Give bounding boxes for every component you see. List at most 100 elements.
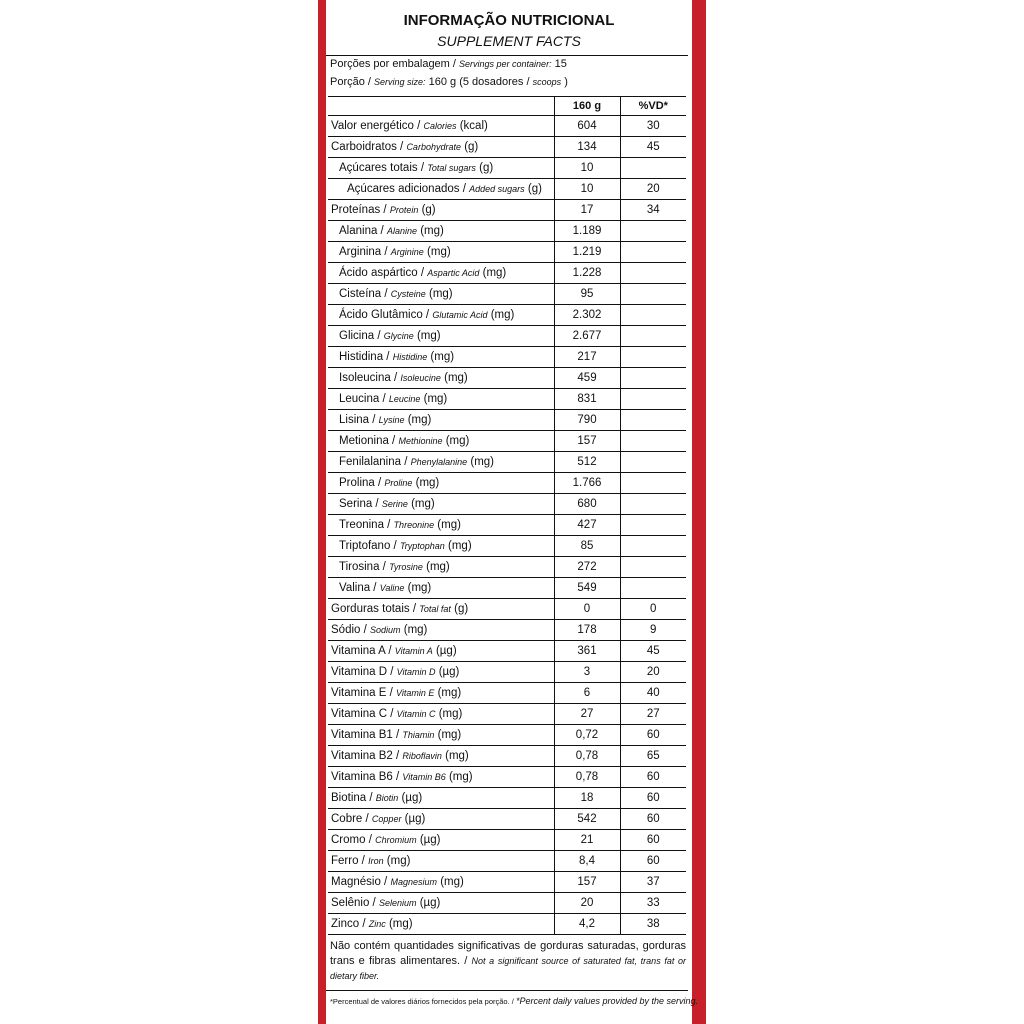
servings-text: 15 <box>554 58 567 70</box>
label-text: Alanine <box>386 226 417 236</box>
daily-value: 60 <box>619 724 686 746</box>
label-text: Lysine <box>378 415 405 425</box>
label-text: Vitamina B1 / <box>331 729 400 741</box>
nutrient-label: Valina / Valine (mg) <box>328 577 555 599</box>
nutrient-row: Biotina / Biotin (µg) 18 60 <box>328 787 686 809</box>
nutrient-row: Ferro / Iron (mg) 8,4 60 <box>328 850 686 872</box>
daily-value: 45 <box>619 640 686 662</box>
nutrient-row: Vitamina A / Vitamin A (µg) 361 45 <box>328 640 686 662</box>
label-text: (mg) <box>427 246 451 258</box>
header-cell: 160 g <box>553 96 621 116</box>
amount: 18 <box>553 787 621 809</box>
divider <box>326 55 688 56</box>
daily-value <box>619 367 686 389</box>
label-text: (g) <box>479 162 494 174</box>
nutrient-row: Prolina / Proline (mg) 1.766 <box>328 472 686 494</box>
label-text: Alanina / <box>339 225 384 237</box>
nutrient-label: Serina / Serine (mg) <box>328 493 555 515</box>
label-text: (mg) <box>415 477 440 489</box>
label-text: Total fat <box>419 604 451 614</box>
nutrient-row: Vitamina C / Vitamin C (mg) 27 27 <box>328 703 686 725</box>
footnote-text: *Percent daily values provided by the se… <box>515 996 699 1006</box>
label-text: (µg) <box>435 645 457 657</box>
label-text: (mg) <box>448 771 473 783</box>
nutrient-row: Histidina / Histidine (mg) 217 <box>328 346 686 368</box>
label-text: (mg) <box>420 225 444 237</box>
nutrient-row: Açúcares adicionados / Added sugars (g) 1… <box>328 178 686 200</box>
nutrient-label: Metionina / Methionine (mg) <box>328 430 555 452</box>
label-text: (mg) <box>445 750 469 762</box>
label-text: Valina / <box>339 582 377 594</box>
nutrition-table: 160 g %VD* Valor energético / Calories (… <box>328 96 686 935</box>
serving-size-text: Porção / <box>330 76 371 88</box>
label-text: (mg) <box>429 288 453 300</box>
label-text: Selenium <box>378 898 417 908</box>
daily-value <box>619 346 686 368</box>
header-cell <box>328 96 555 116</box>
amount: 157 <box>553 871 621 893</box>
amount: 21 <box>553 829 621 851</box>
label-text: Isoleucina / <box>339 372 398 384</box>
amount: 134 <box>553 136 621 158</box>
label-text: Glycine <box>383 331 414 341</box>
label-text: Vitamin B6 <box>402 772 446 782</box>
label-text: (g) <box>527 183 542 195</box>
amount: 1.219 <box>553 241 621 263</box>
nutrient-row: Zinco / Zinc (mg) 4,2 38 <box>328 913 686 935</box>
label-text: (mg) <box>440 876 464 888</box>
daily-value: 30 <box>619 115 686 137</box>
nutrient-label: Magnésio / Magnesium (mg) <box>328 871 555 893</box>
daily-value <box>619 556 686 578</box>
servings-text: Servings per container: <box>459 59 552 69</box>
label-text: Methionine <box>398 436 443 446</box>
label-text: Triptofano / <box>339 540 397 552</box>
amount: 178 <box>553 619 621 641</box>
amount: 831 <box>553 388 621 410</box>
nutrient-label: Glicina / Glycine (mg) <box>328 325 555 347</box>
label-text: Vitamina D / <box>331 666 394 678</box>
amount: 27 <box>553 703 621 725</box>
nutrient-row: Ácido aspártico / Aspartic Acid (mg) 1.22… <box>328 262 686 284</box>
label-text: Glicina / <box>339 330 381 342</box>
label-text: Vitamina B6 / <box>331 771 400 783</box>
nutrient-label: Zinco / Zinc (mg) <box>328 913 555 935</box>
label-text: (mg) <box>411 498 435 510</box>
daily-value: 27 <box>619 703 686 725</box>
daily-value: 33 <box>619 892 686 914</box>
label-text: Arginine <box>390 247 424 257</box>
amount: 604 <box>553 115 621 137</box>
label-text: Ferro / <box>331 855 365 867</box>
label-text: Zinc <box>368 919 386 929</box>
amount: 20 <box>553 892 621 914</box>
serving-size-text: Serving size: <box>374 77 426 87</box>
nutrient-label: Alanina / Alanine (mg) <box>328 220 555 242</box>
daily-value: 9 <box>619 619 686 641</box>
label-text: Sódio / <box>331 624 367 636</box>
label-text: Iron <box>368 856 384 866</box>
label-text: Tirosina / <box>339 561 386 573</box>
amount: 0,78 <box>553 745 621 767</box>
amount: 6 <box>553 682 621 704</box>
label-text: Aspartic Acid <box>427 268 480 278</box>
nutrient-row: Cisteína / Cysteine (mg) 95 <box>328 283 686 305</box>
label-text: (µg) <box>404 813 426 825</box>
amount: 1.189 <box>553 220 621 242</box>
nutrient-row: Cromo / Chromium (µg) 21 60 <box>328 829 686 851</box>
label-text: Carbohydrate <box>406 142 461 152</box>
label-text: Gorduras totais / <box>331 603 417 615</box>
nutrient-label: Fenilalanina / Phenylalanine (mg) <box>328 451 555 473</box>
daily-value <box>619 430 686 452</box>
label-text: (mg) <box>426 561 450 573</box>
note-text: Not a significant source of saturated fa… <box>330 956 687 981</box>
label-text: (g) <box>454 603 469 615</box>
label-text: (mg) <box>430 351 455 363</box>
label-text: Tryptophan <box>399 541 445 551</box>
nutrient-row: Tirosina / Tyrosine (mg) 272 <box>328 556 686 578</box>
amount: 8,4 <box>553 850 621 872</box>
label-text: Proteínas / <box>331 204 387 216</box>
label-text: Glutamic Acid <box>432 310 488 320</box>
label-text: (mg) <box>423 393 448 405</box>
label-text: (mg) <box>448 540 472 552</box>
note: Não contém quantidades significativas de… <box>330 939 686 984</box>
amount: 217 <box>553 346 621 368</box>
